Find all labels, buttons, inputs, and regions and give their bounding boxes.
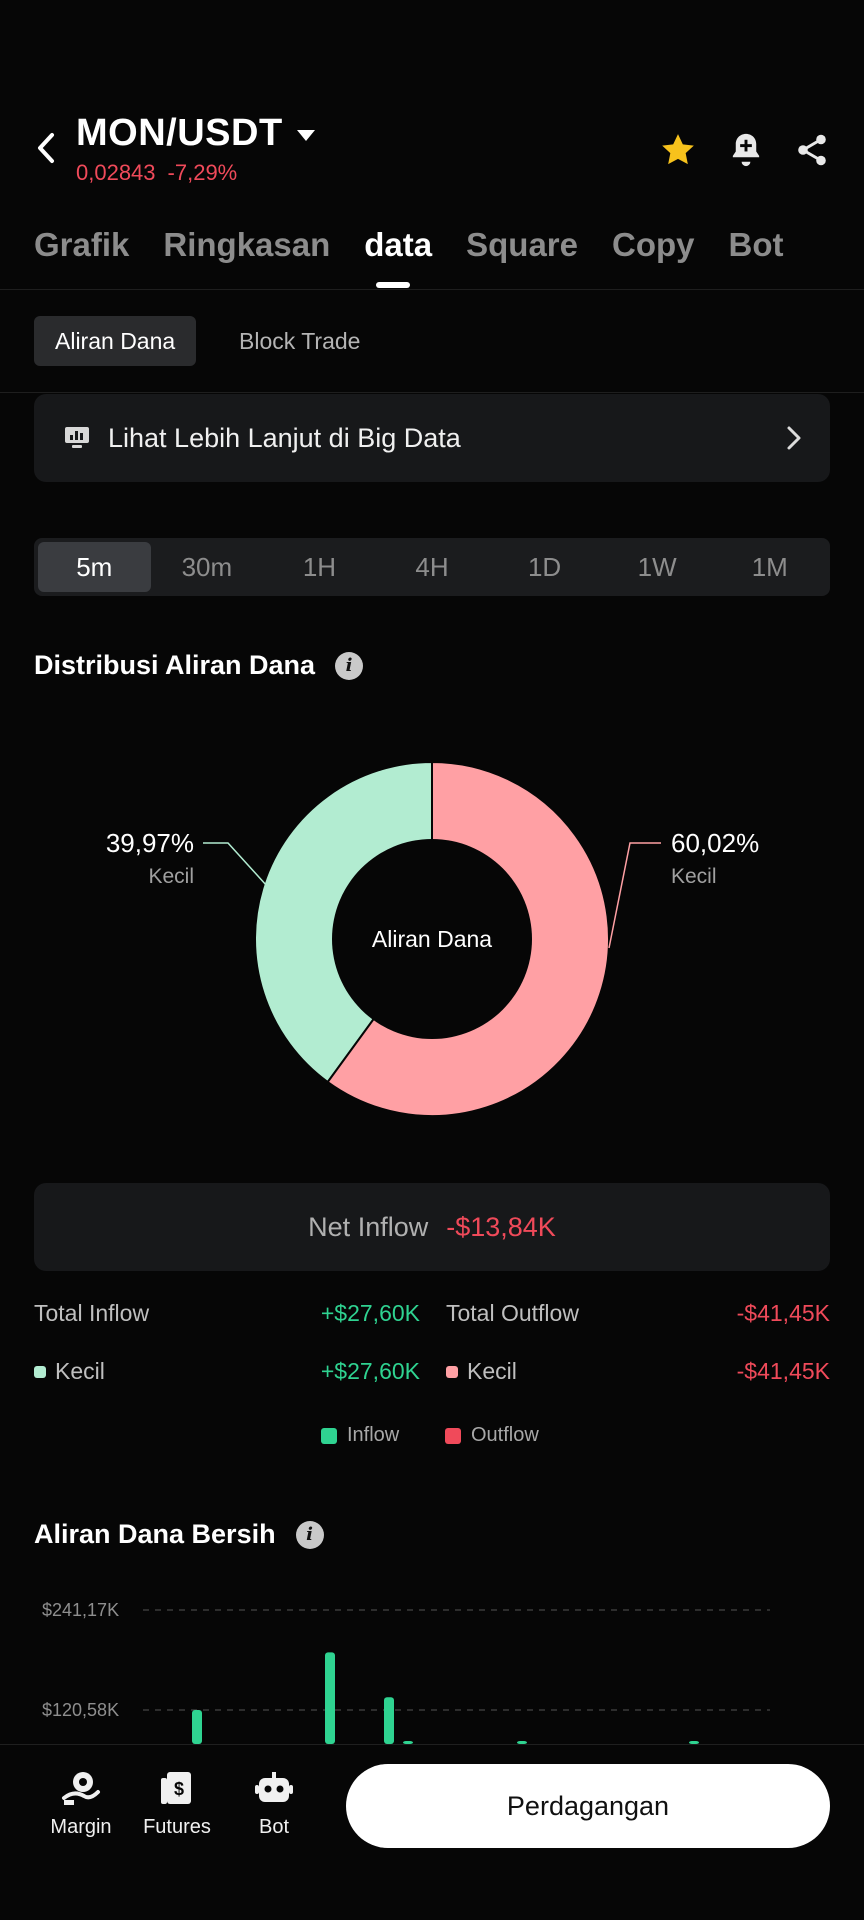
y-tick-top: $241,17K — [42, 1600, 120, 1620]
left-leader-line — [203, 842, 268, 887]
donut-center-label: Aliran Dana — [371, 926, 493, 952]
timeframe-1m[interactable]: 1M — [751, 551, 788, 582]
pair-title: MON/USDT — [76, 112, 283, 154]
net-flow-bar — [689, 1741, 699, 1744]
net-flow-bar — [517, 1741, 527, 1744]
chevron-right-icon — [787, 426, 801, 450]
small-inflow-value: +$27,60K — [320, 1358, 420, 1384]
right-leader-line — [608, 842, 661, 949]
total-outflow-label: Total Outflow — [446, 1300, 579, 1326]
y-tick-mid: $120,58K — [42, 1700, 120, 1720]
timeframe-5m[interactable]: 5m — [38, 542, 151, 592]
timeframe-4h[interactable]: 4H — [415, 551, 449, 582]
timeframe-1d[interactable]: 1D — [527, 551, 562, 582]
subtab-block-trade[interactable]: Block Trade — [239, 327, 361, 354]
net-flow-title: Aliran Dana Bersih — [34, 1519, 276, 1549]
big-data-label: Lihat Lebih Lanjut di Big Data — [108, 422, 461, 453]
nav-futures[interactable]: $ Futures — [132, 1770, 222, 1839]
pair-selector[interactable]: MON/USDT — [76, 112, 315, 155]
info-icon[interactable]: i — [335, 651, 364, 680]
small-outflow-label: Kecil — [467, 1358, 517, 1384]
timeframe-1w[interactable]: 1W — [637, 551, 677, 582]
timeframe-selector: 5m 30m 1H 4H 1D 1W 1M — [34, 538, 830, 596]
distribution-donut-chart — [203, 760, 661, 1117]
left-slice-label: 39,97% Kecil — [40, 828, 194, 889]
chevron-left-icon — [38, 133, 54, 163]
right-slice-pct: 60,02% — [671, 828, 760, 858]
favorite-button[interactable] — [656, 128, 700, 172]
nav-bot-label: Bot — [258, 1816, 290, 1838]
futures-icon: $ — [161, 1772, 191, 1804]
big-data-icon — [65, 427, 89, 448]
right-slice-label: 60,02% Kecil — [671, 828, 831, 889]
big-data-link[interactable]: Lihat Lebih Lanjut di Big Data — [34, 394, 830, 482]
nav-margin[interactable]: Margin — [36, 1770, 126, 1839]
price-change: -7,29% — [167, 160, 238, 185]
distribution-title-row: Distribusi Aliran Dana i — [34, 650, 364, 681]
tab-square[interactable]: Square — [466, 226, 578, 263]
net-flow-bar-chart — [143, 1609, 770, 1744]
alert-button[interactable] — [724, 128, 768, 172]
tab-copy[interactable]: Copy — [612, 226, 695, 263]
small-inflow-label: Kecil — [55, 1358, 105, 1384]
donut-hole — [332, 839, 532, 1039]
total-inflow-label: Total Inflow — [34, 1300, 150, 1326]
share-button[interactable] — [790, 128, 834, 172]
tab-data[interactable]: data — [364, 226, 433, 263]
timeframe-1h[interactable]: 1H — [302, 551, 337, 582]
price-row: 0,02843 -7,29% — [76, 160, 237, 186]
nav-margin-label: Margin — [50, 1816, 112, 1838]
back-button[interactable] — [28, 128, 64, 168]
outflow-swatch — [445, 1427, 461, 1444]
net-flow-bars — [192, 1652, 699, 1744]
net-flow-bar — [325, 1652, 335, 1744]
star-icon — [662, 134, 694, 165]
legend-outflow-label: Outflow — [471, 1424, 539, 1446]
left-slice-pct: 39,97% — [105, 828, 194, 858]
main-tabs: Grafik Ringkasan data Square Copy Bot — [34, 226, 783, 264]
small-outflow-swatch — [446, 1365, 458, 1378]
trade-button[interactable]: Perdagangan — [346, 1764, 830, 1848]
timeframe-30m[interactable]: 30m — [181, 551, 233, 582]
share-icon — [798, 134, 826, 166]
tab-bot[interactable]: Bot — [728, 226, 784, 263]
small-outflow-value: -$41,45K — [736, 1358, 830, 1384]
tabs-divider — [0, 289, 864, 290]
margin-icon — [62, 1772, 100, 1805]
inflow-swatch — [321, 1427, 337, 1444]
active-tab-indicator — [376, 282, 410, 288]
nav-futures-label: Futures — [143, 1816, 211, 1838]
nav-bot[interactable]: Bot — [229, 1770, 319, 1839]
legend-outflow: Outflow — [445, 1424, 539, 1447]
tab-grafik[interactable]: Grafik — [34, 226, 130, 263]
net-flow-bar — [403, 1741, 413, 1744]
subtab-aliran-dana[interactable]: Aliran Dana — [34, 316, 197, 366]
net-flow-bar — [384, 1697, 394, 1744]
caret-down-icon — [296, 130, 315, 141]
net-inflow-card: Net Inflow -$13,84K — [34, 1183, 830, 1271]
subtabs-divider — [0, 392, 864, 393]
net-inflow-label: Net Inflow — [308, 1211, 429, 1242]
bell-plus-icon — [732, 133, 760, 167]
left-slice-name: Kecil — [148, 865, 194, 888]
small-outflow-row: Kecil — [446, 1358, 517, 1385]
info-icon[interactable]: i — [295, 1520, 324, 1549]
small-inflow-row: Kecil — [34, 1358, 105, 1385]
svg-text:$: $ — [174, 1779, 184, 1799]
right-slice-name: Kecil — [671, 865, 717, 888]
tab-ringkasan[interactable]: Ringkasan — [163, 226, 331, 263]
robot-icon — [255, 1772, 293, 1802]
net-flow-bar — [192, 1710, 202, 1744]
legend-inflow: Inflow — [321, 1424, 399, 1447]
total-outflow-value: -$41,45K — [736, 1300, 830, 1326]
net-inflow-value: -$13,84K — [446, 1211, 556, 1242]
small-inflow-swatch — [34, 1365, 46, 1378]
legend-inflow-label: Inflow — [347, 1424, 400, 1446]
distribution-title: Distribusi Aliran Dana — [34, 650, 316, 680]
last-price: 0,02843 — [76, 160, 156, 185]
total-inflow-value: +$27,60K — [320, 1300, 420, 1326]
net-flow-title-row: Aliran Dana Bersih i — [34, 1519, 324, 1550]
